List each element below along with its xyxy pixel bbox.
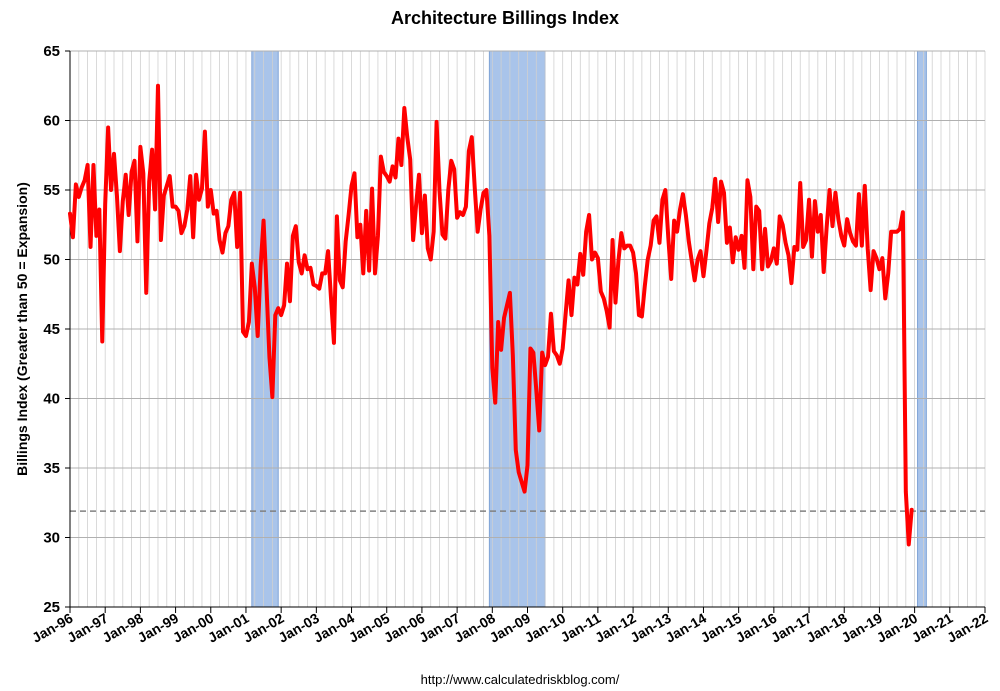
y-tick-label: 40 bbox=[43, 391, 60, 408]
y-axis-label: Billings Index (Greater than 50 = Expans… bbox=[14, 182, 30, 476]
axes bbox=[65, 50, 986, 613]
x-tick-label: Jan-22 bbox=[944, 610, 991, 646]
y-tick-labels: 25 30 35 40 45 50 55 60 65 bbox=[43, 43, 60, 616]
billings-index-line bbox=[68, 83, 914, 547]
y-tick-label: 55 bbox=[43, 182, 60, 199]
y-tick-label: 65 bbox=[43, 43, 60, 60]
series-layer bbox=[68, 83, 914, 547]
y-tick-label: 35 bbox=[43, 460, 60, 477]
chart-title: Architecture Billings Index bbox=[391, 8, 619, 28]
y-tick-label: 50 bbox=[43, 252, 60, 269]
y-tick-label: 30 bbox=[43, 530, 60, 547]
grid-lines bbox=[69, 50, 986, 608]
x-tick-label: Jan-10 bbox=[522, 610, 569, 646]
source-url: http://www.calculatedriskblog.com/ bbox=[421, 672, 620, 687]
x-tick-labels: Jan-96Jan-97Jan-98Jan-99Jan-00Jan-01Jan-… bbox=[29, 610, 991, 646]
y-tick-label: 60 bbox=[43, 113, 60, 130]
y-tick-label: 25 bbox=[43, 599, 60, 616]
y-tick-label: 45 bbox=[43, 321, 60, 338]
